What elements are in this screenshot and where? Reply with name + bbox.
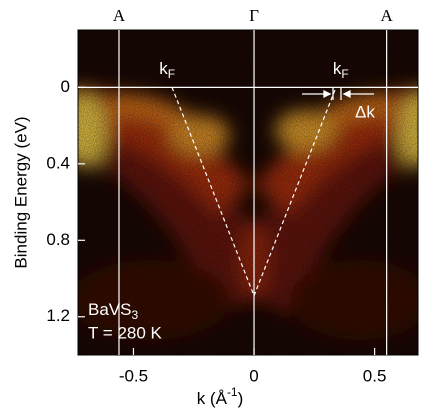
delta-k-label: Δk: [355, 102, 375, 121]
kf-label: kF: [159, 59, 175, 81]
x-tick-label: -0.5: [119, 366, 148, 385]
x-axis-label-text: k (Å: [197, 389, 228, 408]
y-axis-label: Binding Energy (eV): [11, 116, 30, 268]
sample-sub: 3: [131, 308, 138, 322]
symmetry-label: A: [113, 6, 126, 25]
y-tick-label: 1.2: [46, 306, 70, 325]
kf-dispersion: [171, 87, 337, 298]
kf-label-text: k: [333, 59, 342, 78]
x-axis-label: k (Å-1): [197, 385, 244, 408]
kf-label-sub: F: [168, 67, 175, 81]
x-axis-label-end: ): [238, 389, 244, 408]
sample-text: BaVS: [88, 300, 131, 319]
x-tick-label: 0.5: [363, 366, 387, 385]
x-axis-label-sup: -1: [227, 385, 238, 399]
intensity-map: [78, 30, 418, 355]
kf-label: kF: [333, 59, 349, 81]
sample-label: BaVS3: [88, 300, 138, 322]
kf-label-sub: F: [341, 67, 348, 81]
x-tick-label: 0: [249, 366, 258, 385]
y-tick-label: 0: [61, 77, 70, 96]
temperature-label: T = 280 K: [88, 323, 163, 342]
symmetry-label: Γ: [249, 6, 259, 25]
symmetry-label: A: [381, 6, 394, 25]
plot-frame: [77, 29, 419, 356]
kf-label-text: k: [159, 59, 168, 78]
delta-k-arrows: [302, 88, 374, 100]
y-tick-label: 0.8: [46, 230, 70, 249]
y-tick-label: 0.4: [46, 153, 70, 172]
